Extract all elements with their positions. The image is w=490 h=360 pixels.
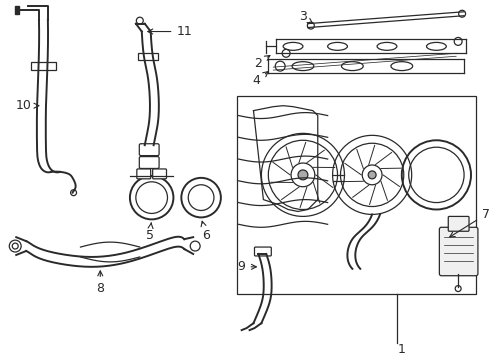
Text: 3: 3 xyxy=(299,10,313,23)
Text: 2: 2 xyxy=(254,55,270,70)
Text: 5: 5 xyxy=(146,223,154,242)
FancyBboxPatch shape xyxy=(139,144,159,156)
FancyBboxPatch shape xyxy=(448,216,469,231)
Bar xyxy=(138,53,158,60)
Text: 10: 10 xyxy=(15,99,39,112)
Bar xyxy=(15,6,19,14)
Text: 6: 6 xyxy=(201,221,210,242)
Text: 8: 8 xyxy=(96,271,104,295)
Text: 1: 1 xyxy=(398,343,406,356)
Bar xyxy=(237,96,476,293)
Bar xyxy=(31,62,56,70)
Circle shape xyxy=(298,170,308,180)
FancyBboxPatch shape xyxy=(137,169,151,179)
FancyBboxPatch shape xyxy=(153,169,167,179)
Circle shape xyxy=(368,171,376,179)
FancyBboxPatch shape xyxy=(440,227,478,276)
Text: 7: 7 xyxy=(450,208,490,237)
Text: 9: 9 xyxy=(238,260,256,273)
FancyBboxPatch shape xyxy=(254,247,271,256)
Text: 11: 11 xyxy=(148,25,192,38)
FancyBboxPatch shape xyxy=(139,157,159,168)
Text: 4: 4 xyxy=(252,72,268,87)
